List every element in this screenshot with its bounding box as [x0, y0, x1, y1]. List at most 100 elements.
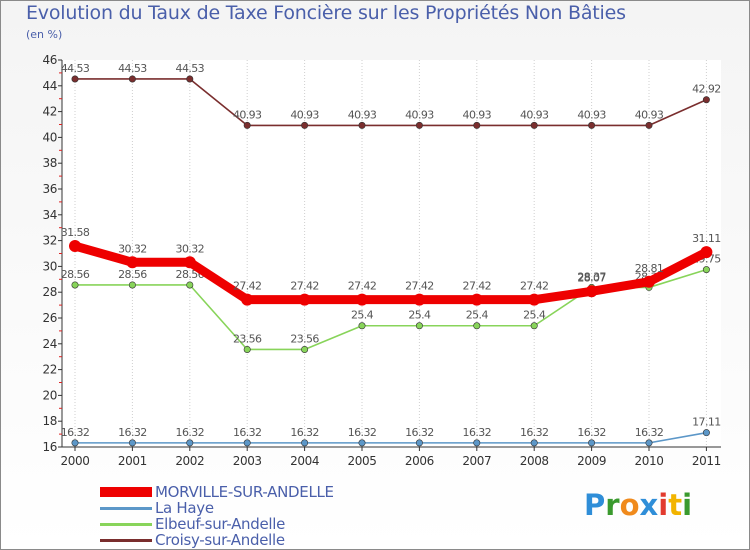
data-label: 40.93	[348, 108, 377, 121]
data-point	[700, 246, 713, 259]
data-point	[243, 121, 251, 129]
x-tick-label: 2006	[405, 454, 434, 468]
series-line	[74, 431, 708, 444]
proxiti-logo: Proxiti	[584, 488, 692, 522]
data-point	[473, 439, 481, 447]
data-point	[643, 275, 655, 288]
legend-swatch	[100, 539, 152, 542]
data-label: 28.81	[635, 262, 664, 275]
data-label: 40.93	[233, 108, 262, 121]
data-label: 16.32	[61, 426, 90, 439]
data-label: 28.37	[577, 270, 606, 283]
data-label: 31.58	[61, 226, 90, 239]
data-label: 16.32	[405, 426, 434, 439]
data-point	[415, 121, 423, 129]
legend-swatch	[100, 523, 152, 526]
data-point	[702, 266, 710, 274]
data-point	[69, 240, 81, 253]
y-tick-label: 16	[43, 440, 57, 454]
data-label: 40.93	[520, 108, 549, 121]
data-point	[358, 121, 366, 129]
logo-letter: P	[584, 488, 606, 522]
y-tick-label: 24	[43, 337, 57, 351]
legend-swatch	[100, 487, 152, 497]
data-label: 25.4	[408, 309, 431, 322]
data-point	[243, 439, 251, 447]
data-label: 31.11	[692, 232, 721, 245]
x-tick-label: 2010	[635, 454, 664, 468]
data-point	[301, 439, 309, 447]
data-point	[301, 121, 309, 129]
data-label: 44.53	[61, 62, 90, 75]
data-label: 16.32	[176, 426, 205, 439]
y-tick-label: 46	[43, 53, 57, 67]
y-tick-label: 42	[43, 105, 57, 119]
x-tick-label: 2005	[348, 454, 377, 468]
data-label: 16.32	[290, 426, 319, 439]
y-tick-label: 26	[43, 311, 57, 325]
data-label: 27.42	[463, 280, 492, 293]
data-point	[186, 439, 194, 447]
data-label: 25.4	[466, 309, 489, 322]
y-tick-label: 34	[43, 208, 57, 222]
data-label: 44.53	[118, 62, 147, 75]
y-tick-label: 20	[43, 388, 57, 402]
legend-label: MORVILLE-SUR-ANDELLE	[155, 483, 334, 501]
data-point	[415, 322, 423, 330]
data-point	[128, 75, 136, 83]
data-label: 40.93	[635, 108, 664, 121]
data-point	[301, 345, 309, 353]
data-label: 16.32	[463, 426, 492, 439]
x-tick-label: 2002	[175, 454, 204, 468]
data-point	[186, 281, 194, 289]
data-label: 30.32	[118, 242, 147, 255]
y-tick-label: 36	[43, 182, 57, 196]
line-chart: 16 18 20 22 24 26 28 30 32 34 36 38 40 42 44 46 2000 2001…	[43, 53, 722, 468]
data-point	[71, 75, 79, 83]
data-label: 42.92	[692, 83, 721, 96]
logo-letter: t	[668, 488, 683, 522]
logo-letter: i	[658, 488, 669, 522]
data-label: 27.42	[520, 280, 549, 293]
y-tick-label: 28	[43, 285, 57, 299]
data-label: 28.56	[61, 268, 90, 281]
legend-label: Elbeuf-sur-Andelle	[155, 515, 286, 533]
data-point	[415, 439, 423, 447]
data-point	[128, 439, 136, 447]
y-tick-label: 30	[43, 259, 57, 273]
data-point	[588, 439, 596, 447]
data-point	[298, 293, 311, 306]
data-point	[702, 429, 710, 437]
logo-letter: i	[682, 488, 693, 522]
data-label: 44.53	[176, 62, 205, 75]
data-point	[356, 293, 368, 306]
data-point	[71, 281, 79, 289]
data-point	[241, 293, 254, 306]
data-point	[530, 439, 538, 447]
data-point	[243, 345, 251, 353]
x-tick-label: 2003	[233, 454, 262, 468]
chart-title: Evolution du Taux de Taxe Foncière sur l…	[26, 2, 626, 24]
data-label: 27.42	[233, 280, 262, 293]
data-point	[473, 322, 481, 330]
data-point	[126, 256, 139, 269]
series-line	[74, 78, 708, 127]
data-label: 40.93	[290, 108, 319, 121]
data-label: 16.32	[520, 426, 549, 439]
data-point	[186, 75, 194, 83]
data-point	[645, 121, 653, 129]
x-tick-label: 2001	[118, 454, 147, 468]
x-tick-label: 2011	[692, 454, 721, 468]
data-point	[128, 281, 136, 289]
data-label: 16.32	[348, 426, 377, 439]
data-point	[413, 293, 426, 306]
data-label: 16.32	[577, 426, 606, 439]
x-tick-label: 2000	[61, 454, 90, 468]
y-tick-label: 18	[43, 414, 57, 428]
data-point	[358, 322, 366, 330]
data-label: 16.32	[118, 426, 147, 439]
data-point	[183, 256, 196, 269]
data-label: 17.11	[692, 416, 721, 429]
data-point	[530, 322, 538, 330]
logo-letter: o	[619, 488, 640, 522]
